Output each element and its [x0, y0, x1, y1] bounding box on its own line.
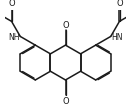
Text: NH: NH	[8, 32, 19, 41]
Text: O: O	[62, 96, 69, 105]
Text: O: O	[8, 0, 15, 8]
Text: O: O	[116, 0, 123, 8]
Text: HN: HN	[112, 32, 123, 41]
Text: O: O	[62, 21, 69, 30]
